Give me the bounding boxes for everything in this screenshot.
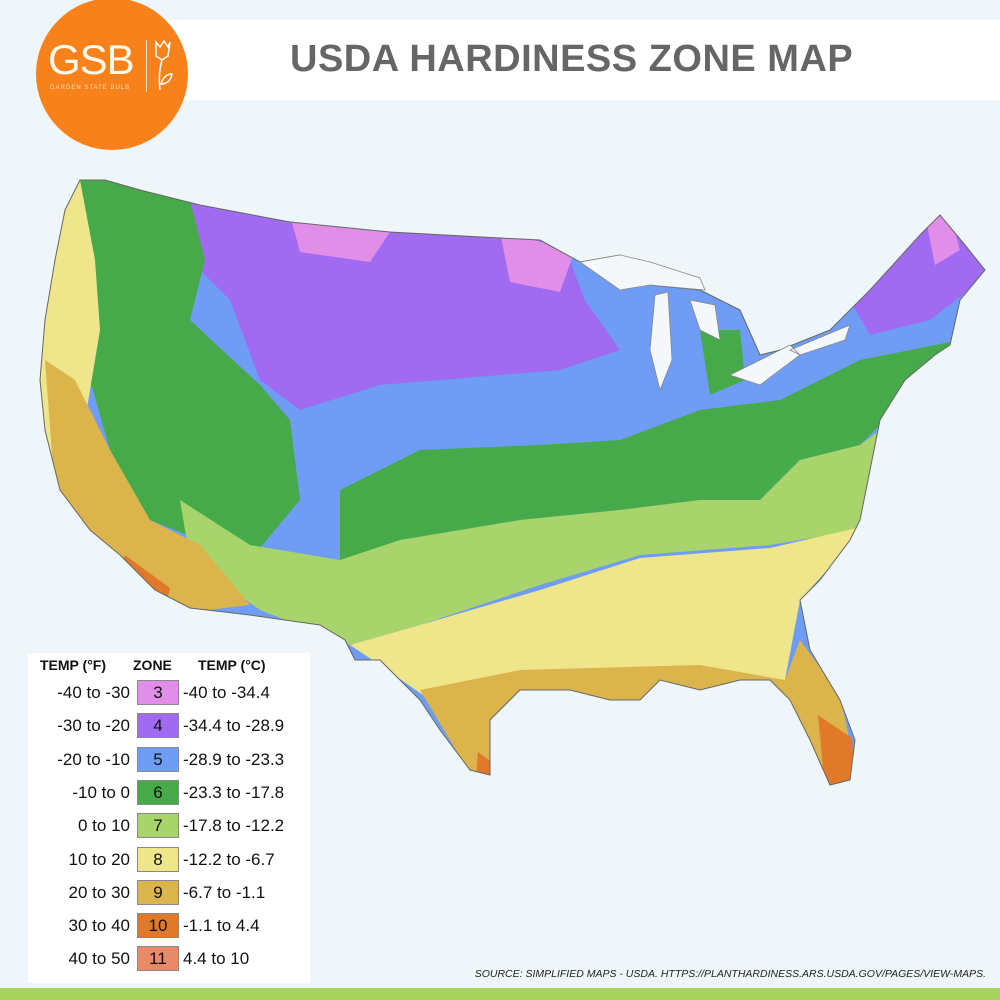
- legend-temp-c: -12.2 to -6.7: [183, 849, 275, 869]
- zone-4-region: [180, 195, 985, 410]
- zone-legend: TEMP (°F) ZONE TEMP (°C) -40 to -30 3 -40 …: [28, 653, 310, 983]
- logo-subtitle: GARDEN STATE BULB: [50, 85, 131, 91]
- legend-row-zone-3: -40 to -30 3 -40 to -34.4: [28, 679, 310, 712]
- zone-7-region: [180, 430, 885, 645]
- zone-8-region: [40, 180, 870, 700]
- legend-zone-swatch: 5: [137, 746, 179, 772]
- legend-temp-f: 10 to 20: [68, 849, 130, 869]
- great-lakes: [578, 254, 851, 392]
- legend-temp-c: -1.1 to 4.4: [183, 916, 260, 936]
- legend-temp-f: -30 to -20: [57, 716, 130, 736]
- legend-temp-f: 40 to 50: [68, 949, 130, 969]
- footer-bar: [0, 988, 1000, 1000]
- tulip-icon: [155, 39, 173, 91]
- zone-layers: [40, 180, 985, 785]
- legend-header-temp-f: TEMP (°F): [40, 657, 107, 673]
- legend-header-temp-c: TEMP (°C): [198, 657, 266, 673]
- legend-row-zone-10: 30 to 40 10 -1.1 to 4.4: [28, 912, 310, 945]
- title-bar: USDA HARDINESS ZONE MAP: [160, 20, 1000, 100]
- legend-temp-f: -10 to 0: [72, 782, 130, 802]
- legend-temp-f: -40 to -30: [57, 683, 130, 702]
- legend-zone-swatch: 9: [137, 879, 179, 905]
- legend-zone-swatch: 10: [137, 913, 179, 939]
- legend-zone-swatch: 3: [137, 680, 179, 705]
- legend-temp-c: -34.4 to -28.9: [183, 716, 285, 736]
- legend-header-zone: ZONE: [133, 657, 172, 673]
- legend-zone-swatch: 7: [137, 813, 179, 839]
- legend-temp-c: -28.9 to -23.3: [183, 749, 285, 769]
- legend-row-zone-11: 40 to 50 11 4.4 to 10: [28, 945, 310, 978]
- legend-temp-f: -20 to -10: [57, 749, 130, 769]
- legend-temp-f: 30 to 40: [68, 916, 130, 936]
- legend-temp-c: -23.3 to -17.8: [183, 782, 285, 802]
- logo: GSB GARDEN STATE BULB: [36, 0, 188, 150]
- legend-zone-swatch: 8: [137, 846, 179, 872]
- legend-row-zone-4: -30 to -20 4 -34.4 to -28.9: [28, 712, 310, 745]
- legend-temp-c: -6.7 to -1.1: [183, 882, 266, 902]
- legend-row-zone-6: -10 to 0 6 -23.3 to -17.8: [28, 779, 310, 812]
- legend-row-zone-9: 20 to 30 9 -6.7 to -1.1: [28, 879, 310, 912]
- legend-zone-swatch: 11: [137, 946, 179, 972]
- legend-row-zone-7: 0 to 10 7 -17.8 to -12.2: [28, 812, 310, 845]
- legend-temp-f: 0 to 10: [78, 816, 130, 836]
- legend-row-zone-8: 10 to 20 8 -12.2 to -6.7: [28, 846, 310, 879]
- page-title: USDA HARDINESS ZONE MAP: [290, 38, 854, 80]
- legend-row-zone-5: -20 to -10 5 -28.9 to -23.3: [28, 746, 310, 779]
- source-citation: SOURCE: SIMPLIFIED MAPS - USDA. HTTPS://…: [474, 968, 986, 980]
- legend-temp-c: 4.4 to 10: [183, 949, 250, 969]
- legend-zone-swatch: 6: [137, 779, 179, 805]
- legend-temp-f: 20 to 30: [68, 882, 130, 902]
- logo-text: GSB: [48, 36, 135, 83]
- legend-temp-c: -40 to -34.4: [183, 683, 270, 702]
- zone-6-region: [70, 180, 960, 565]
- legend-temp-c: -17.8 to -12.2: [183, 816, 285, 836]
- logo-divider: [146, 40, 147, 92]
- legend-zone-swatch: 4: [137, 713, 179, 739]
- zone-9-region: [45, 360, 860, 785]
